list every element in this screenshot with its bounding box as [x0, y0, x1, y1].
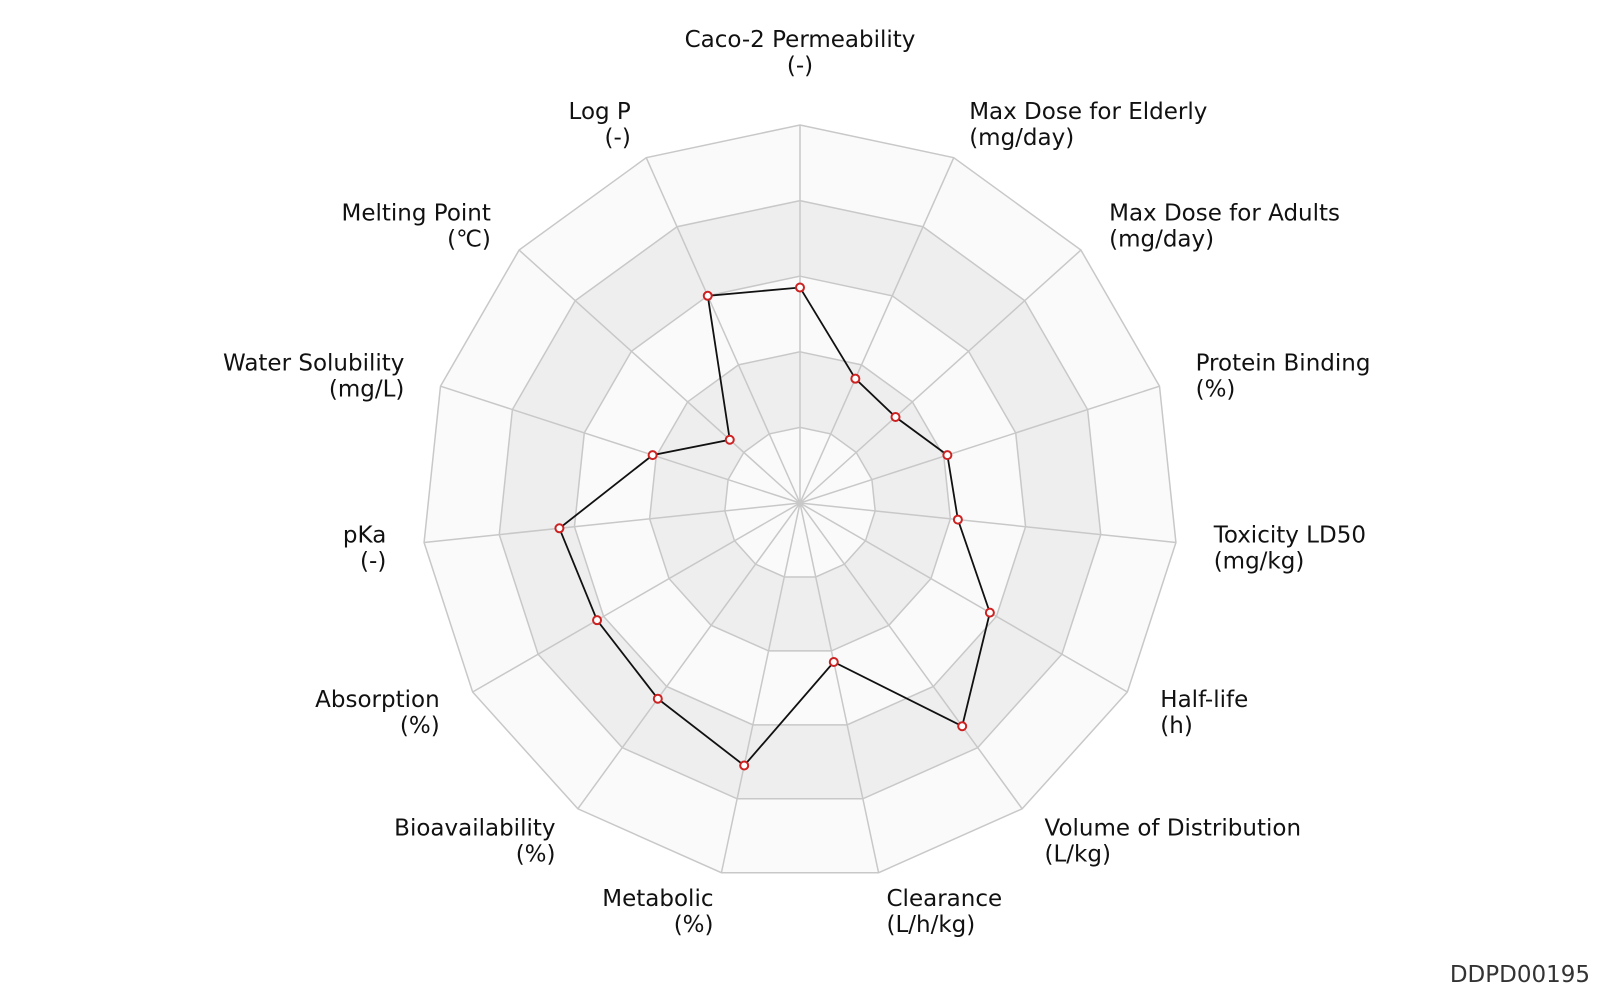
- data-point-5: [952, 514, 963, 525]
- axis-unit: (L/h/kg): [887, 912, 976, 938]
- radar-spoke-3: [799, 249, 1082, 504]
- radar-spoke-15: [645, 157, 801, 504]
- data-point-11: [592, 615, 603, 626]
- axis-name: Metabolic: [602, 886, 713, 912]
- axis-unit: (%): [674, 912, 714, 938]
- axis-label-14: Melting Point(℃): [342, 201, 491, 253]
- series-line: [558, 286, 991, 767]
- axis-label-6: Half-life(h): [1160, 687, 1248, 739]
- axis-label-3: Max Dose for Adults(mg/day): [1109, 201, 1340, 253]
- dataset-id-label: DDPD00195: [1449, 962, 1590, 988]
- axis-name: Protein Binding: [1196, 350, 1371, 376]
- axis-label-11: Absorption(%): [315, 687, 440, 739]
- radar-series: [554, 282, 995, 771]
- data-point-13: [647, 450, 658, 461]
- data-point-15: [702, 290, 713, 301]
- axis-label-15: Log P(-): [569, 99, 631, 151]
- radar-spoke-9: [720, 502, 801, 873]
- data-point-7: [957, 721, 968, 732]
- axis-label-2: Max Dose for Elderly(mg/day): [969, 99, 1207, 151]
- radar-spoke-10: [577, 502, 801, 810]
- data-point-1: [795, 282, 805, 293]
- data-point-12: [554, 523, 565, 534]
- radar-spoke-12: [423, 502, 801, 544]
- data-point-8: [828, 656, 839, 667]
- axis-name: Half-life: [1160, 687, 1248, 713]
- axis-name: Caco-2 Permeability: [685, 27, 916, 53]
- data-point-9: [739, 760, 750, 771]
- radar-spoke-11: [472, 502, 801, 693]
- radar-axis-labels: Caco-2 Permeability(-)Max Dose for Elder…: [223, 27, 1370, 938]
- axis-name: pKa: [343, 523, 386, 549]
- axis-label-8: Clearance(L/h/kg): [887, 886, 1003, 938]
- axis-unit: (L/kg): [1045, 842, 1111, 868]
- axis-unit: (%): [400, 713, 440, 739]
- axis-label-12: pKa(-): [343, 523, 386, 575]
- axis-unit: (-): [787, 53, 813, 79]
- axis-unit: (h): [1160, 713, 1193, 739]
- radar-spoke-8: [799, 502, 880, 873]
- axis-unit: (%): [516, 842, 556, 868]
- radar-spoke-13: [440, 385, 801, 504]
- axis-label-1: Caco-2 Permeability(-): [685, 27, 916, 79]
- axis-unit: (-): [605, 125, 631, 151]
- axis-unit: (mg/day): [969, 125, 1074, 151]
- axis-label-13: Water Solubility(mg/L): [223, 350, 404, 402]
- axis-label-10: Bioavailability(%): [394, 816, 555, 868]
- axis-unit: (mg/kg): [1214, 549, 1305, 575]
- axis-unit: (mg/L): [329, 376, 405, 402]
- axis-label-5: Toxicity LD50(mg/kg): [1213, 523, 1366, 575]
- axis-unit: (-): [360, 549, 386, 575]
- axis-name: Max Dose for Adults: [1109, 201, 1340, 227]
- axis-name: Bioavailability: [394, 816, 555, 842]
- axis-label-4: Protein Binding(%): [1196, 350, 1371, 402]
- axis-name: Melting Point: [342, 201, 491, 227]
- data-point-3: [890, 412, 901, 422]
- radar-spoke-4: [799, 385, 1160, 504]
- data-point-14: [724, 434, 735, 445]
- axis-label-7: Volume of Distribution(L/kg): [1045, 816, 1302, 868]
- axis-name: Volume of Distribution: [1045, 816, 1302, 842]
- radar-spokes: [423, 125, 1177, 873]
- axis-name: Log P: [569, 99, 631, 125]
- axis-name: Max Dose for Elderly: [969, 99, 1207, 125]
- axis-label-9: Metabolic(%): [602, 886, 713, 938]
- radar-spoke-14: [518, 249, 801, 504]
- data-point-6: [984, 607, 995, 618]
- axis-name: Clearance: [887, 886, 1003, 912]
- radar-spoke-5: [799, 502, 1177, 544]
- data-point-2: [850, 373, 861, 384]
- axis-unit: (%): [1196, 376, 1236, 402]
- axis-name: Absorption: [315, 687, 440, 713]
- axis-name: Water Solubility: [223, 350, 404, 376]
- axis-name: Toxicity LD50: [1213, 523, 1366, 549]
- radar-spoke-2: [799, 157, 955, 504]
- axis-unit: (℃): [447, 227, 491, 253]
- radar-spoke-7: [799, 502, 1023, 810]
- data-point-4: [942, 450, 953, 461]
- radar-spoke-6: [799, 502, 1128, 693]
- axis-unit: (mg/day): [1109, 227, 1214, 253]
- data-point-10: [652, 693, 663, 704]
